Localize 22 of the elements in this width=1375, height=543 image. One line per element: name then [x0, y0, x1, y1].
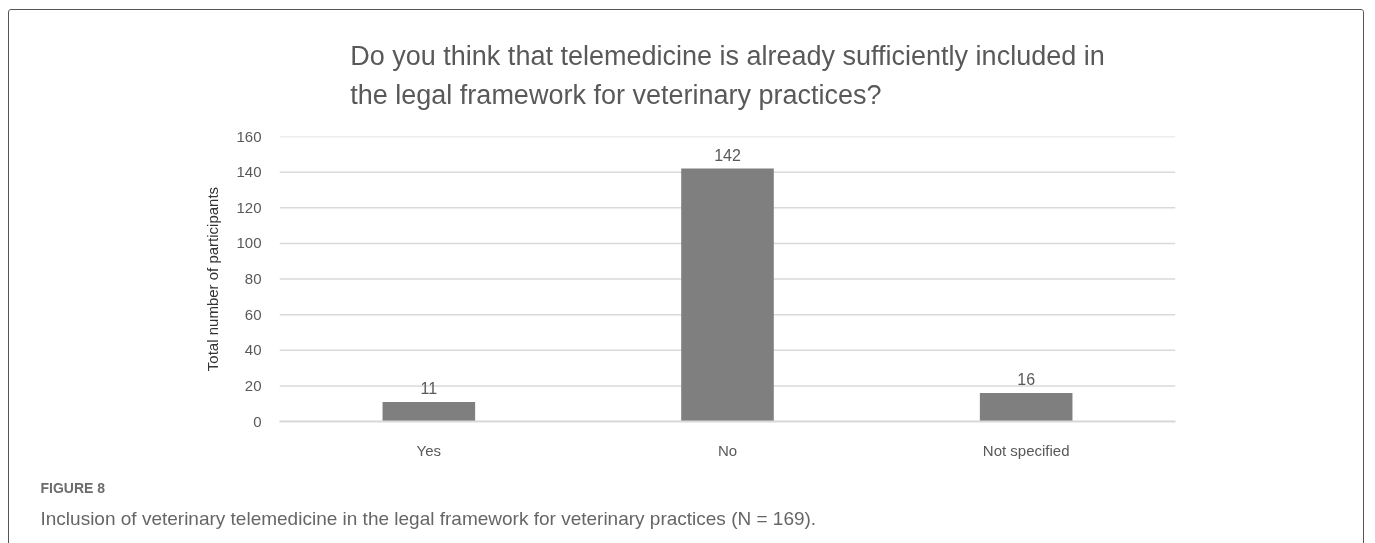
y-tick-label: 160	[236, 127, 262, 145]
x-tick-label: Not specified	[982, 441, 1070, 459]
bar	[979, 393, 1073, 422]
data-label: 11	[420, 379, 438, 397]
x-tick-label: Yes	[416, 441, 442, 459]
bar	[382, 401, 476, 422]
text: Inclusion of veterinary telemedicine in the legal framework for veterinary practices (N = 169).	[40, 507, 817, 529]
bar	[681, 168, 774, 422]
y-tick-label: 60	[244, 305, 262, 323]
y-axis-title: Total number of participants	[204, 186, 222, 372]
y-tick-label: 100	[236, 234, 262, 252]
data-label: 16	[1017, 371, 1036, 388]
y-tick-label: 0	[253, 412, 262, 430]
y-tick-label: 80	[244, 270, 262, 287]
y-tick-label: 140	[236, 163, 262, 181]
y-tick-label: 120	[236, 198, 262, 216]
y-tick-label: 40	[244, 341, 262, 359]
x-tick-label: No	[717, 441, 738, 459]
caption: FIGURE 8	[40, 479, 106, 496]
y-tick-label: 20	[244, 376, 262, 394]
data-label: 142	[714, 146, 741, 164]
chart-title: Do you think that telemedicine is already sufficiently included in the legal framework for veterinary practices?	[350, 40, 1105, 110]
